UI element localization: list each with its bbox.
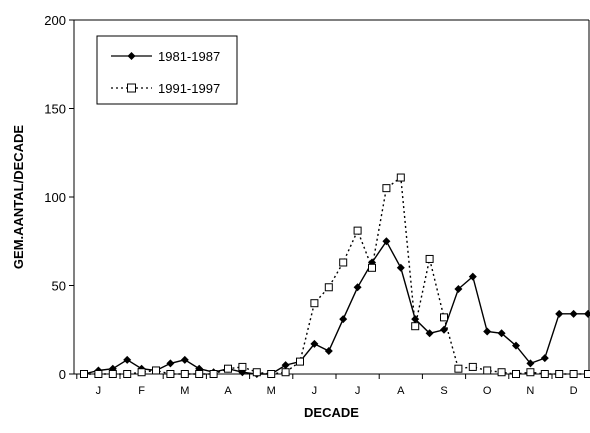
y-tick-label: 150 — [44, 102, 66, 117]
data-point — [411, 322, 420, 331]
x-tick-label: O — [483, 385, 492, 397]
data-point — [137, 368, 146, 377]
data-point — [569, 309, 578, 318]
data-point — [468, 362, 477, 371]
legend-box — [96, 35, 238, 105]
data-point — [281, 361, 290, 370]
data-point — [584, 370, 590, 378]
data-point — [454, 364, 463, 373]
data-point — [353, 226, 362, 235]
data-point — [512, 341, 520, 350]
y-axis-title: GEM.AANTAL/DECADE — [11, 125, 26, 270]
data-point — [108, 370, 117, 378]
x-tick-label: M — [267, 385, 276, 397]
y-tick-label: 200 — [44, 13, 66, 28]
data-point — [555, 309, 564, 318]
data-point — [80, 370, 88, 378]
data-point — [353, 283, 362, 292]
data-point — [584, 309, 590, 318]
data-point — [440, 325, 448, 334]
legend-marker-1991-1997 — [127, 83, 136, 93]
x-tick-label: D — [570, 385, 578, 397]
data-point — [267, 370, 276, 378]
data-point — [382, 237, 391, 246]
x-tick-label: J — [355, 385, 361, 397]
data-point — [310, 299, 319, 308]
data-point — [425, 254, 434, 263]
data-point — [540, 354, 549, 363]
data-point — [425, 329, 434, 338]
x-tick-label: F — [138, 385, 145, 397]
data-point — [339, 258, 348, 267]
data-point — [483, 366, 492, 375]
x-tick-label: M — [180, 385, 189, 397]
data-point — [123, 355, 132, 364]
y-tick-label: 50 — [52, 279, 66, 294]
data-point — [324, 283, 333, 292]
data-point — [324, 346, 333, 355]
legend: 1981-1987 1991-1997 — [96, 35, 238, 105]
series-layer — [80, 173, 590, 378]
data-point — [497, 329, 506, 338]
data-point — [368, 263, 376, 272]
data-point — [180, 370, 189, 378]
data-point — [339, 315, 348, 324]
data-point — [123, 370, 132, 378]
legend-item: 1981-1987 — [111, 49, 220, 64]
x-axis-title: DECADE — [304, 405, 359, 420]
data-point — [152, 366, 160, 375]
data-point — [526, 368, 535, 377]
data-point — [166, 370, 175, 378]
y-tick-label: 100 — [44, 190, 66, 205]
data-point — [512, 370, 520, 378]
data-point — [252, 368, 261, 377]
data-point — [224, 364, 232, 373]
data-point — [195, 370, 204, 378]
data-point — [569, 370, 578, 378]
data-point — [94, 370, 103, 378]
data-point — [396, 173, 405, 182]
data-point — [497, 368, 506, 377]
legend-label-1981-1987: 1981-1987 — [158, 49, 220, 64]
data-point — [526, 359, 535, 368]
data-point — [180, 355, 189, 364]
data-point — [281, 368, 290, 377]
data-point — [454, 285, 463, 294]
axes: 0 50 100 150 200 J F M A M J J A S O N D — [44, 13, 589, 397]
data-point — [296, 357, 304, 366]
data-point — [238, 362, 247, 371]
data-point — [310, 339, 319, 348]
data-point — [166, 359, 175, 368]
legend-marker-1981-1987 — [127, 52, 136, 60]
data-point — [540, 370, 549, 378]
data-point — [382, 184, 391, 193]
data-point — [483, 327, 492, 336]
data-point — [209, 370, 218, 378]
x-tick-label: J — [312, 385, 318, 397]
x-tick-label: A — [397, 385, 405, 397]
data-point — [396, 263, 405, 272]
data-point — [468, 272, 477, 281]
x-tick-label: J — [96, 385, 102, 397]
series-1991-1997 — [80, 173, 590, 378]
legend-item: 1991-1997 — [111, 81, 220, 96]
data-point — [555, 370, 564, 378]
data-point — [440, 313, 448, 322]
x-tick-label: N — [526, 385, 534, 397]
y-tick-label: 0 — [59, 367, 66, 382]
legend-label-1991-1997: 1991-1997 — [158, 81, 220, 96]
x-tick-label: S — [440, 385, 447, 397]
x-tick-label: A — [224, 385, 232, 397]
